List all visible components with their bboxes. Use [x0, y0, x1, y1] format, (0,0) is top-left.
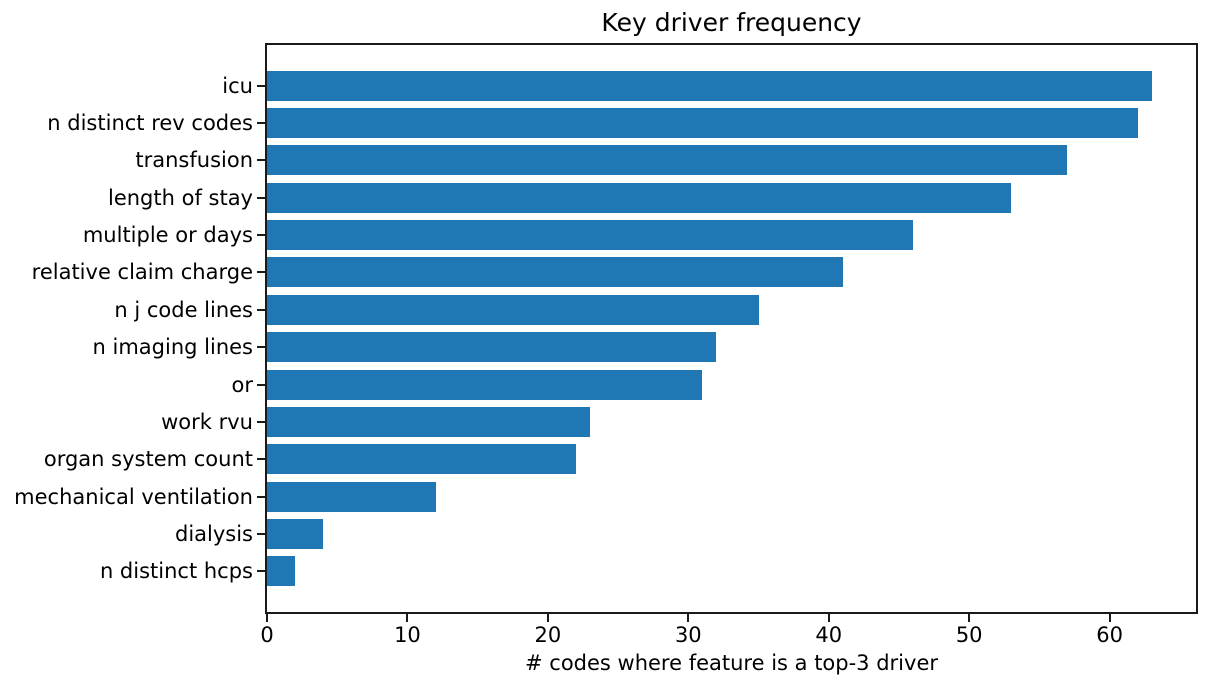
y-tick-mark [257, 121, 265, 124]
bar-organ-system-count [267, 444, 576, 475]
bar-or [267, 369, 703, 400]
y-tick-label: work rvu [161, 409, 253, 434]
bar-multiple-or-days [267, 220, 914, 251]
x-tick-label: 0 [260, 623, 274, 647]
bar-n-distinct-rev-codes [267, 107, 1138, 138]
y-tick-mark [257, 458, 265, 461]
x-tick-mark [968, 614, 971, 622]
x-tick-label: 20 [534, 623, 562, 647]
y-tick-mark [257, 308, 265, 311]
bar-icu [267, 70, 1152, 101]
y-tick-label: or [231, 372, 253, 397]
y-tick-label: icu [222, 73, 253, 98]
y-tick-mark [257, 196, 265, 199]
y-tick-mark [257, 346, 265, 349]
y-tick-label: n distinct rev codes [47, 110, 253, 135]
y-tick-mark [257, 420, 265, 423]
bar-length-of-stay [267, 182, 1012, 213]
x-tick-mark [546, 614, 549, 622]
y-tick-label: length of stay [107, 185, 253, 210]
x-tick-label: 10 [394, 623, 421, 647]
x-tick-label: 50 [955, 623, 983, 647]
y-tick-label: mechanical ventilation [14, 484, 253, 509]
plot-area [265, 43, 1198, 614]
x-tick-label: 40 [815, 623, 843, 647]
x-tick-mark [1108, 614, 1111, 622]
y-tick-mark [257, 533, 265, 536]
y-tick-label: dialysis [174, 522, 253, 547]
y-tick-mark [257, 383, 265, 386]
x-axis-label: # codes where feature is a top-3 driver [525, 651, 938, 675]
y-tick-mark [257, 234, 265, 237]
x-tick-mark [827, 614, 830, 622]
y-tick-label: n imaging lines [92, 335, 253, 360]
x-tick-label: 30 [674, 623, 702, 647]
bar-relative-claim-charge [267, 257, 843, 288]
y-tick-label: organ system count [43, 447, 253, 472]
y-tick-label: n distinct hcps [99, 559, 253, 584]
y-tick-mark [257, 159, 265, 162]
y-tick-label: relative claim charge [31, 260, 253, 285]
y-tick-label: transfusion [135, 148, 253, 173]
bar-n-j-code-lines [267, 294, 759, 325]
x-tick-mark [406, 614, 409, 622]
y-tick-label: multiple or days [82, 223, 253, 248]
y-tick-label: n j code lines [114, 297, 253, 322]
chart-title: Key driver frequency [601, 8, 862, 37]
y-tick-mark [257, 495, 265, 498]
bar-transfusion [267, 145, 1068, 176]
bar-work-rvu [267, 406, 590, 437]
bar-n-distinct-hcps [267, 556, 296, 587]
x-tick-label: 60 [1096, 623, 1123, 647]
bar-mechanical-ventilation [267, 481, 436, 512]
y-tick-mark [257, 271, 265, 274]
x-tick-mark [266, 614, 268, 622]
y-tick-mark [257, 84, 265, 87]
bar-n-imaging-lines [267, 332, 717, 363]
y-tick-mark [257, 570, 265, 573]
bar-dialysis [267, 519, 324, 550]
x-tick-mark [687, 614, 690, 622]
